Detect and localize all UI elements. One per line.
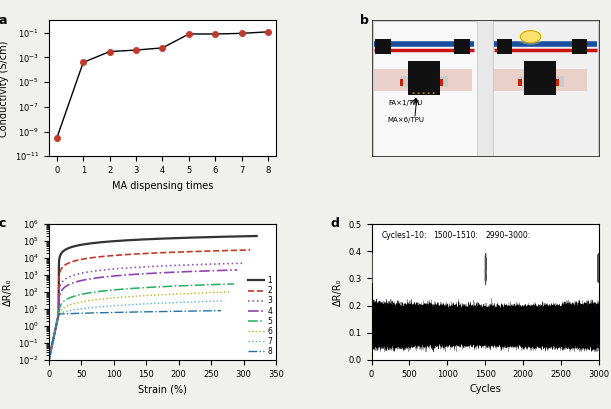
Bar <box>494 70 524 91</box>
Circle shape <box>417 92 420 94</box>
Y-axis label: ΔR/R₀: ΔR/R₀ <box>3 278 13 306</box>
Bar <box>455 39 470 54</box>
Bar <box>493 21 598 155</box>
Text: b: b <box>360 13 369 27</box>
X-axis label: Strain (%): Strain (%) <box>138 384 187 394</box>
Bar <box>497 39 513 54</box>
Y-axis label: ΔR/R₀: ΔR/R₀ <box>333 278 343 306</box>
Bar <box>518 79 522 85</box>
Bar <box>519 76 527 87</box>
Bar <box>400 79 403 85</box>
Bar <box>374 70 408 91</box>
Legend: 1, 2, 3, 4, 5, 6, 7, 8: 1, 2, 3, 4, 5, 6, 7, 8 <box>247 276 273 356</box>
Circle shape <box>433 92 434 94</box>
Text: FA×1/TPU: FA×1/TPU <box>389 100 423 106</box>
Text: 1500–1510:: 1500–1510: <box>434 231 478 240</box>
Text: 2990–3000:: 2990–3000: <box>486 231 531 240</box>
Circle shape <box>412 92 415 94</box>
Bar <box>375 39 391 54</box>
Text: MA×6/TPU: MA×6/TPU <box>387 117 424 123</box>
Text: c: c <box>0 217 6 230</box>
Bar <box>571 39 587 54</box>
Text: Cycles1–10:: Cycles1–10: <box>381 231 427 240</box>
Y-axis label: Conductivity (S/cm): Conductivity (S/cm) <box>0 40 9 137</box>
Bar <box>373 21 477 155</box>
Bar <box>401 76 409 87</box>
Bar <box>524 61 555 95</box>
Circle shape <box>521 31 541 43</box>
Bar <box>555 70 587 91</box>
Text: d: d <box>331 217 340 230</box>
Bar <box>440 76 448 87</box>
Bar <box>555 79 559 85</box>
Circle shape <box>428 92 430 94</box>
Circle shape <box>422 92 425 94</box>
Bar <box>408 61 440 95</box>
X-axis label: Cycles: Cycles <box>469 384 501 394</box>
Bar <box>440 79 443 85</box>
X-axis label: MA dispensing times: MA dispensing times <box>112 180 213 191</box>
Bar <box>555 76 563 87</box>
Circle shape <box>517 29 544 45</box>
Bar <box>440 70 472 91</box>
Text: a: a <box>0 13 7 27</box>
